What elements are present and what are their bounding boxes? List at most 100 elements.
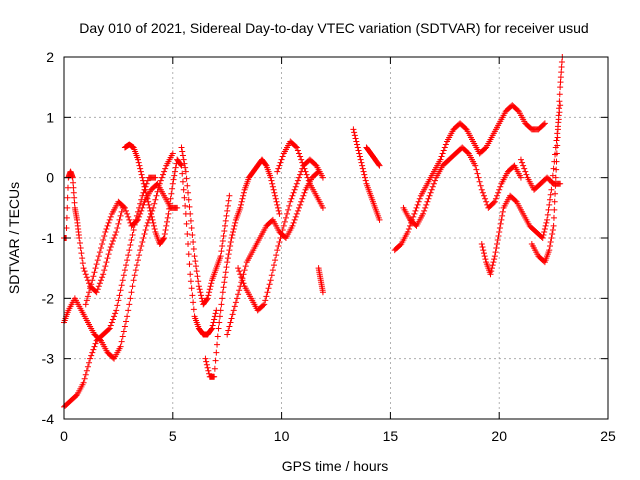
data-point	[118, 208, 125, 215]
data-point	[164, 214, 171, 221]
data-point	[185, 251, 192, 258]
data-point	[64, 194, 71, 201]
data-point	[495, 232, 502, 239]
data-point	[195, 278, 202, 285]
data-point	[160, 236, 167, 243]
data-point	[410, 213, 417, 220]
data-point	[142, 186, 149, 193]
data-point	[423, 201, 430, 208]
data-point	[105, 251, 112, 258]
data-point	[101, 267, 108, 274]
data-point	[216, 313, 223, 320]
data-point	[139, 204, 146, 211]
data-point	[140, 235, 147, 241]
data-point	[144, 219, 151, 226]
data-point	[121, 267, 128, 274]
data-point	[481, 253, 488, 260]
data-point	[78, 250, 85, 257]
data-point	[438, 153, 445, 160]
data-point	[296, 204, 303, 211]
data-point	[113, 228, 120, 235]
data-point	[99, 274, 106, 281]
data-point	[266, 281, 273, 288]
data-point	[280, 222, 287, 229]
data-point	[557, 180, 564, 187]
data-point	[219, 289, 226, 296]
data-point	[224, 202, 231, 209]
data-point	[104, 222, 111, 229]
data-point	[424, 198, 431, 205]
data-point	[148, 213, 155, 220]
data-point	[302, 168, 309, 175]
data-point	[319, 204, 326, 211]
data-point	[182, 168, 189, 175]
data-point	[134, 156, 141, 163]
data-point	[228, 235, 235, 241]
data-point	[557, 74, 564, 81]
data-point	[205, 292, 212, 299]
data-point	[512, 197, 519, 204]
data-point	[190, 239, 197, 246]
y-tick-label: -1	[42, 230, 55, 246]
data-point	[362, 177, 369, 184]
data-point	[238, 274, 245, 281]
data-point	[215, 325, 222, 332]
data-point	[124, 210, 131, 217]
data-point	[194, 273, 201, 280]
data-point	[487, 271, 494, 278]
data-point	[496, 186, 503, 193]
data-point	[555, 119, 562, 126]
data-point	[148, 210, 155, 217]
data-point	[103, 259, 110, 266]
data-point	[547, 191, 554, 198]
data-point	[90, 273, 97, 280]
data-point	[550, 214, 557, 221]
data-point	[152, 196, 159, 203]
data-point	[182, 164, 189, 171]
chart-title: Day 010 of 2021, Sidereal Day-to-day VTE…	[79, 20, 588, 36]
data-point	[180, 186, 187, 193]
data-point	[211, 365, 218, 372]
data-point	[274, 204, 281, 211]
series-track	[363, 144, 383, 169]
data-point	[83, 274, 90, 281]
data-point	[113, 307, 120, 314]
data-point	[171, 172, 178, 179]
data-point	[220, 284, 227, 291]
data-point	[150, 222, 157, 229]
data-point	[546, 201, 553, 208]
data-point	[514, 107, 521, 114]
data-point	[136, 252, 143, 259]
data-point	[277, 235, 284, 241]
data-point	[70, 184, 77, 191]
data-point	[290, 219, 297, 226]
data-point	[211, 373, 218, 380]
x-axis-label: GPS time / hours	[282, 458, 389, 474]
data-point	[115, 297, 122, 304]
data-point	[134, 257, 141, 264]
data-point	[404, 228, 411, 235]
data-point	[129, 143, 136, 150]
data-point	[482, 195, 489, 202]
data-point	[543, 219, 550, 226]
data-point	[210, 319, 217, 326]
data-point	[558, 59, 565, 66]
data-point	[208, 326, 215, 333]
data-point	[275, 243, 282, 250]
data-point	[161, 168, 168, 175]
data-point	[120, 328, 127, 335]
data-point	[428, 186, 435, 193]
data-point	[196, 286, 203, 293]
data-point	[298, 198, 305, 205]
data-point	[355, 147, 362, 154]
data-point	[499, 212, 506, 219]
data-point	[224, 207, 231, 214]
data-point	[139, 174, 146, 181]
data-point	[297, 153, 304, 160]
data-point	[494, 237, 501, 244]
data-point	[480, 250, 487, 257]
data-point	[439, 150, 446, 157]
data-point	[129, 283, 136, 290]
data-point	[214, 333, 221, 340]
data-point	[546, 247, 553, 254]
